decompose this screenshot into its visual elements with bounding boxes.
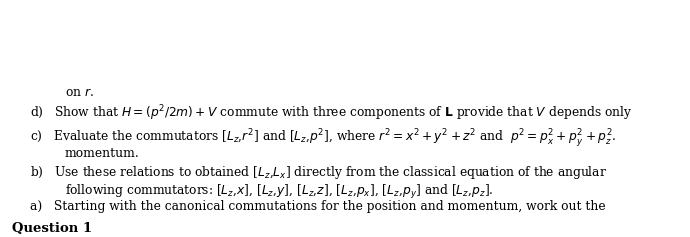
Text: following commutators: [$L_z$,$x$], [$L_z$,$y$], [$L_z$,$z$], [$L_z$,$p_x$], [$L: following commutators: [$L_z$,$x$], [$L_… [65, 183, 493, 201]
Text: momentum.: momentum. [65, 147, 140, 160]
Text: a)   Starting with the canonical commutations for the position and momentum, wor: a) Starting with the canonical commutati… [30, 200, 606, 213]
Text: c)   Evaluate the commutators [$L_z$,$r^2$] and [$L_z$,$p^2$], where $r^2 = x^2 : c) Evaluate the commutators [$L_z$,$r^2$… [30, 127, 617, 149]
Text: d)   Show that $H = (p^2/2m) + V$ commute with three components of $\mathbf{L}$ : d) Show that $H = (p^2/2m) + V$ commute … [30, 103, 632, 123]
Text: Question 1: Question 1 [12, 222, 92, 235]
Text: on $r$.: on $r$. [65, 86, 94, 99]
Text: b)   Use these relations to obtained [$L_z$,$L_x$] directly from the classical e: b) Use these relations to obtained [$L_z… [30, 164, 607, 181]
